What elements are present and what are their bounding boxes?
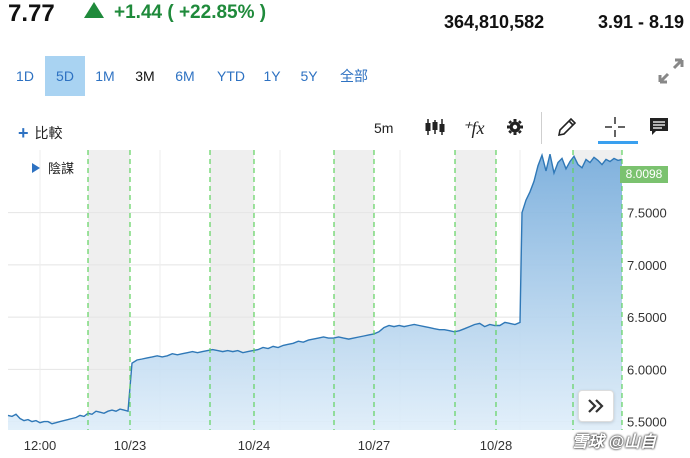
- crosshair-icon[interactable]: [604, 116, 626, 144]
- x-tick-label: 10/24: [238, 438, 271, 453]
- tab-5y[interactable]: 5Y: [300, 68, 318, 84]
- x-tick-label: 10/28: [480, 438, 513, 453]
- triangle-right-icon: [32, 163, 40, 173]
- volume-value: 364,810,582: [444, 12, 545, 32]
- price-area: [8, 154, 622, 430]
- quote-header: 7.77 +1.44 ( +22.85% ) 364,810,582 3.91 …: [0, 0, 690, 44]
- last-price-tag: 8.0098: [620, 166, 668, 183]
- legend-label: 陰謀: [48, 161, 75, 176]
- double-chevron-right-icon: [588, 399, 604, 413]
- comment-icon[interactable]: [648, 116, 670, 144]
- plus-icon: +: [18, 123, 29, 143]
- y-tick-label: 7.0000: [627, 258, 667, 273]
- legend[interactable]: 陰謀: [32, 158, 74, 177]
- function-icon[interactable]: ⁺fx: [462, 118, 485, 138]
- pencil-icon[interactable]: [556, 116, 578, 144]
- y-tick-label: 5.5000: [627, 415, 667, 430]
- active-tool-indicator: [598, 141, 638, 144]
- compare-button[interactable]: + 比較: [18, 122, 63, 143]
- gear-icon[interactable]: [506, 118, 524, 146]
- up-arrow-icon: [84, 2, 104, 18]
- tab-3m[interactable]: 3M: [135, 68, 155, 84]
- x-tick-label: 12:00: [24, 438, 57, 453]
- chart-toolbar: + 比較 5m ⁺fx: [0, 110, 690, 146]
- x-tick-label: 10/23: [114, 438, 147, 453]
- tab-ytd[interactable]: YTD: [217, 68, 245, 84]
- last-price: 7.77: [8, 0, 55, 27]
- expand-icon[interactable]: [656, 56, 686, 86]
- tab-6m[interactable]: 6M: [175, 68, 195, 84]
- y-tick-label: 6.5000: [627, 310, 667, 325]
- x-tick-label: 10/27: [358, 438, 391, 453]
- tab-1y[interactable]: 1Y: [263, 68, 281, 84]
- day-range: 3.91 - 8.19: [598, 12, 685, 32]
- scroll-forward-button[interactable]: [578, 390, 614, 422]
- price-change: +1.44 ( +22.85% ): [114, 2, 267, 23]
- candlestick-icon[interactable]: [424, 118, 446, 146]
- y-tick-label: 7.5000: [627, 206, 667, 221]
- interval-button[interactable]: 5m: [374, 120, 394, 136]
- tab-1m[interactable]: 1M: [95, 68, 115, 84]
- toolbar-divider: [541, 112, 542, 144]
- watermark: 雪球 @山自: [572, 434, 657, 451]
- tab-all[interactable]: 全部: [340, 68, 368, 84]
- y-tick-label: 6.0000: [627, 362, 667, 377]
- tab-5d[interactable]: 5D: [45, 56, 85, 96]
- tab-1d[interactable]: 1D: [16, 68, 34, 84]
- compare-label: 比較: [34, 125, 63, 141]
- session-band: [88, 150, 130, 430]
- price-line: [7, 152, 623, 425]
